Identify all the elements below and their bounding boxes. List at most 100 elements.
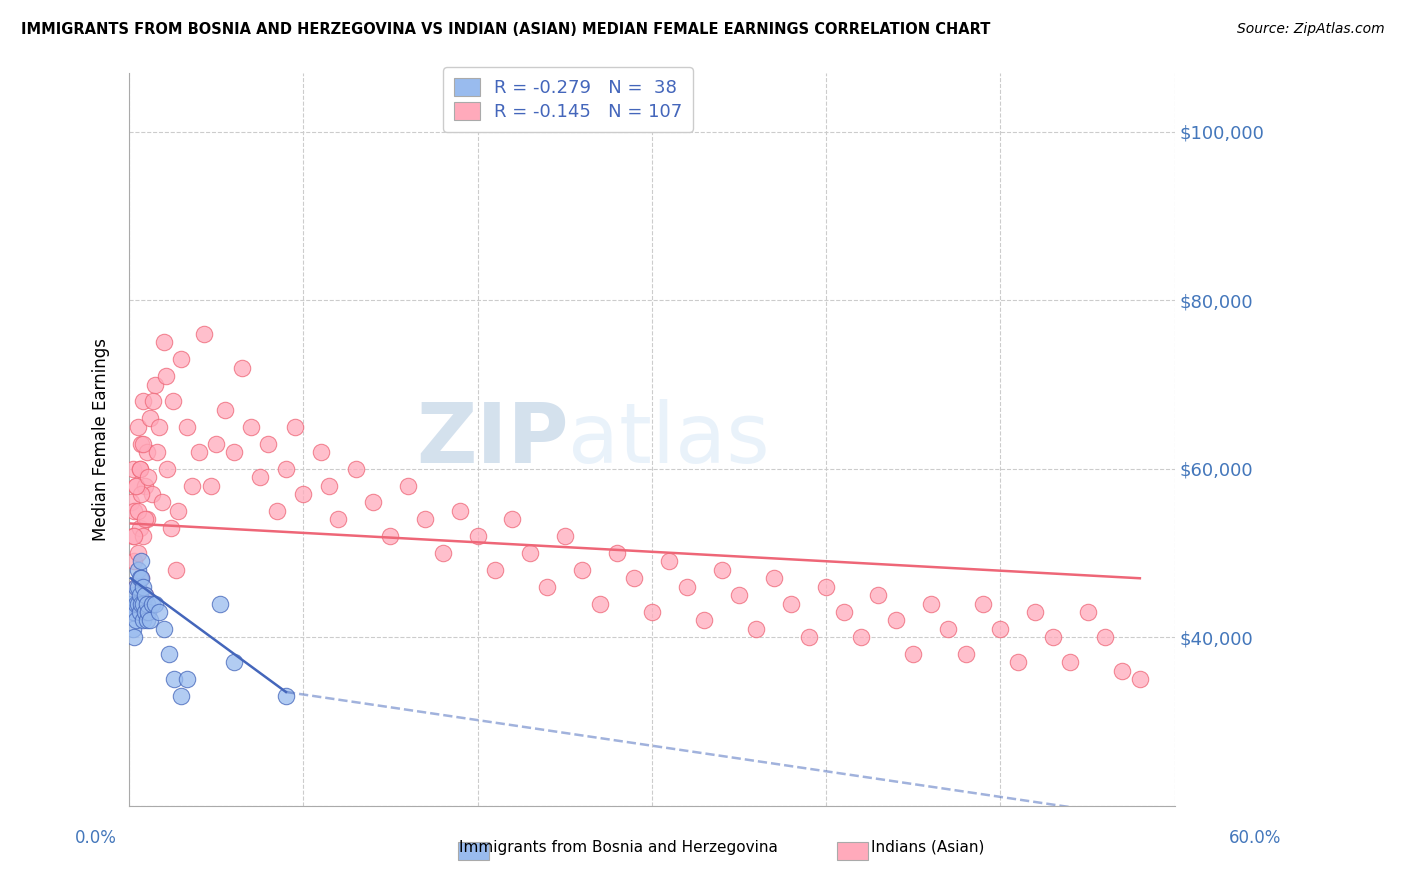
Text: 60.0%: 60.0% xyxy=(1229,829,1282,847)
Point xyxy=(127,419,149,434)
Point xyxy=(955,647,977,661)
Point xyxy=(641,605,664,619)
Point xyxy=(214,402,236,417)
Point xyxy=(868,588,890,602)
Point xyxy=(274,689,297,703)
Text: Source: ZipAtlas.com: Source: ZipAtlas.com xyxy=(1237,22,1385,37)
Point xyxy=(121,622,143,636)
Point xyxy=(449,504,471,518)
Point xyxy=(134,605,156,619)
Point xyxy=(139,411,162,425)
Point xyxy=(972,597,994,611)
Point xyxy=(128,521,150,535)
Point xyxy=(187,445,209,459)
Point xyxy=(141,487,163,501)
Point xyxy=(1129,673,1152,687)
Text: ZIP: ZIP xyxy=(416,399,568,480)
Text: IMMIGRANTS FROM BOSNIA AND HERZEGOVINA VS INDIAN (ASIAN) MEDIAN FEMALE EARNINGS : IMMIGRANTS FROM BOSNIA AND HERZEGOVINA V… xyxy=(21,22,990,37)
Point xyxy=(318,478,340,492)
Point xyxy=(920,597,942,611)
Point xyxy=(143,597,166,611)
Point xyxy=(156,462,179,476)
Legend: R = -0.279   N =  38, R = -0.145   N = 107: R = -0.279 N = 38, R = -0.145 N = 107 xyxy=(443,68,693,132)
Point xyxy=(658,554,681,568)
Point xyxy=(132,394,155,409)
Point xyxy=(292,487,315,501)
Point xyxy=(284,419,307,434)
Point xyxy=(176,673,198,687)
Point xyxy=(1024,605,1046,619)
Point xyxy=(1042,630,1064,644)
Point xyxy=(148,419,170,434)
Point xyxy=(153,622,176,636)
Point xyxy=(125,580,148,594)
Point xyxy=(274,462,297,476)
Point xyxy=(129,571,152,585)
Point xyxy=(571,563,593,577)
Point xyxy=(135,512,157,526)
Point xyxy=(132,580,155,594)
Point xyxy=(1111,664,1133,678)
Point xyxy=(728,588,751,602)
Point xyxy=(125,478,148,492)
Point xyxy=(380,529,402,543)
Point xyxy=(693,613,716,627)
Point xyxy=(484,563,506,577)
Point xyxy=(146,445,169,459)
Y-axis label: Median Female Earnings: Median Female Earnings xyxy=(93,338,110,541)
Point xyxy=(124,588,146,602)
Point xyxy=(136,605,159,619)
Point xyxy=(128,605,150,619)
Point xyxy=(467,529,489,543)
Text: atlas: atlas xyxy=(568,399,770,480)
Point xyxy=(121,605,143,619)
Point xyxy=(745,622,768,636)
Point xyxy=(120,597,142,611)
Point xyxy=(990,622,1012,636)
Point xyxy=(129,571,152,585)
Point xyxy=(266,504,288,518)
Point xyxy=(134,588,156,602)
Point xyxy=(1077,605,1099,619)
Point xyxy=(125,478,148,492)
Point xyxy=(193,326,215,341)
Point xyxy=(124,554,146,568)
Point xyxy=(1059,656,1081,670)
Point xyxy=(136,470,159,484)
Point xyxy=(710,563,733,577)
Point xyxy=(160,521,183,535)
Point xyxy=(200,478,222,492)
Point xyxy=(231,360,253,375)
Point xyxy=(148,605,170,619)
Point xyxy=(1007,656,1029,670)
Point xyxy=(432,546,454,560)
Point xyxy=(124,605,146,619)
Point xyxy=(623,571,645,585)
Point xyxy=(121,462,143,476)
Point xyxy=(205,436,228,450)
Point xyxy=(125,580,148,594)
Point xyxy=(135,597,157,611)
Point xyxy=(780,597,803,611)
Point xyxy=(588,597,610,611)
Point xyxy=(129,487,152,501)
Point xyxy=(121,529,143,543)
Point xyxy=(129,597,152,611)
Point xyxy=(129,436,152,450)
Point xyxy=(134,512,156,526)
Point xyxy=(170,352,193,367)
Point xyxy=(128,588,150,602)
Point xyxy=(309,445,332,459)
Point xyxy=(125,613,148,627)
Text: Indians (Asian): Indians (Asian) xyxy=(872,840,984,855)
Point xyxy=(257,436,280,450)
Point xyxy=(127,563,149,577)
Point xyxy=(176,419,198,434)
Point xyxy=(762,571,785,585)
Point xyxy=(1094,630,1116,644)
Point xyxy=(249,470,271,484)
Point xyxy=(180,478,202,492)
Point xyxy=(124,630,146,644)
Point xyxy=(142,394,165,409)
Point xyxy=(849,630,872,644)
